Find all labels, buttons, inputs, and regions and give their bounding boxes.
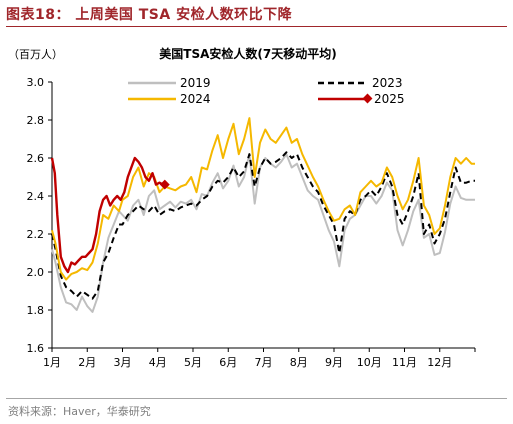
x-tick-label: 8月 xyxy=(290,356,308,369)
series-layer xyxy=(50,117,475,313)
series-end-marker-2025 xyxy=(159,179,170,190)
legend-label-2025: 2025 xyxy=(374,92,405,106)
legend-label-2019: 2019 xyxy=(180,76,211,90)
legend-label-2024: 2024 xyxy=(180,92,211,106)
x-tick-label: 4月 xyxy=(149,356,167,369)
x-tick-label: 3月 xyxy=(114,356,132,369)
series-line-2024 xyxy=(51,117,475,281)
y-tick-label: 3.0 xyxy=(27,76,45,89)
y-tick-label: 2.8 xyxy=(27,114,45,127)
y-tick-label: 2.0 xyxy=(27,266,45,279)
y-tick-label: 2.4 xyxy=(27,190,45,203)
x-tick-label: 11月 xyxy=(392,356,417,369)
series-line-2025 xyxy=(50,156,165,274)
axes: 3.0 2.8 2.6 2.4 2.2 2.0 1.8 1.61月 2月 3月 4月 5月 6月 7月 8月… xyxy=(27,76,476,369)
source-note: 资料来源：Haver，华泰研究 xyxy=(8,405,151,418)
source-divider xyxy=(6,398,507,399)
x-tick-label: 6月 xyxy=(219,356,237,369)
y-tick-label: 1.6 xyxy=(27,342,45,355)
x-tick-label: 1月 xyxy=(43,356,61,369)
series-line-2023 xyxy=(51,151,475,300)
x-tick-label: 9月 xyxy=(325,356,343,369)
x-tick-label: 5月 xyxy=(184,356,202,369)
x-tick-label: 2月 xyxy=(78,356,96,369)
x-tick-label: 10月 xyxy=(357,356,382,369)
legend: 2019 2023 2024 2025 xyxy=(128,76,405,106)
title-divider xyxy=(6,26,507,27)
y-tick-label: 2.6 xyxy=(27,152,45,165)
x-tick-label: 7月 xyxy=(255,356,273,369)
y-tick-label: 1.8 xyxy=(27,304,45,317)
x-tick-label: 12月 xyxy=(427,356,452,369)
chart-title: 美国TSA安检人数(7天移动平均) xyxy=(159,46,336,61)
legend-marker-2025 xyxy=(362,93,373,104)
legend-label-2023: 2023 xyxy=(372,76,403,90)
y-axis-unit: （百万人） xyxy=(8,48,63,61)
figure-title: 图表18： 上周美国 TSA 安检人数环比下降 xyxy=(6,7,293,23)
y-tick-label: 2.2 xyxy=(27,228,45,241)
